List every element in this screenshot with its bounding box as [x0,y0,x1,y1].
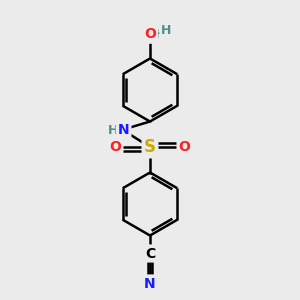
Text: N: N [118,124,129,137]
Text: O: O [178,140,190,154]
Text: C: C [145,247,155,260]
Text: H: H [108,124,118,137]
Text: N: N [144,277,156,290]
Text: O: O [144,28,156,41]
Text: H: H [161,23,172,37]
Text: O: O [110,140,122,154]
Text: S: S [144,138,156,156]
Text: O: O [144,28,156,41]
Text: H: H [155,28,166,41]
